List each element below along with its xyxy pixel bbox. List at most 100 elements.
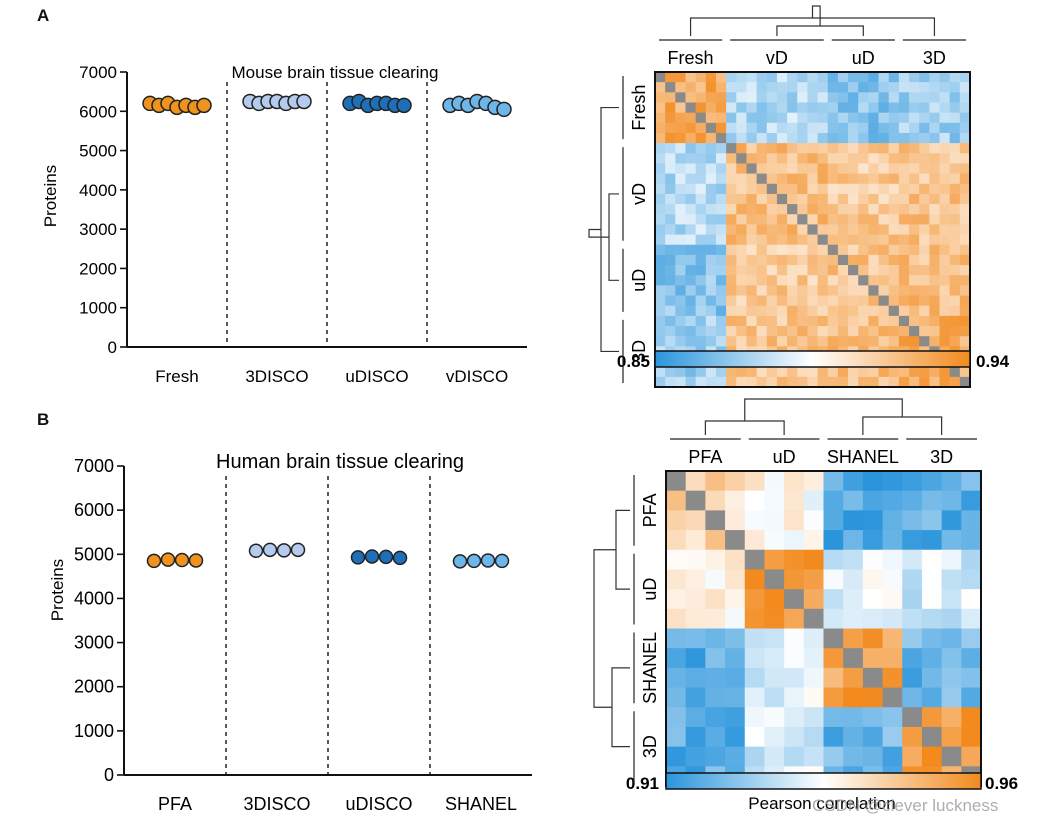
heatmap-cell bbox=[736, 153, 747, 164]
heatmap-cell bbox=[803, 490, 824, 511]
heatmap-cell bbox=[868, 326, 879, 337]
heatmap-cell bbox=[756, 183, 768, 195]
heatmap-cell bbox=[685, 132, 697, 144]
heatmap-cell bbox=[766, 102, 778, 114]
heatmap-cell bbox=[695, 224, 707, 235]
heatmap-cell bbox=[685, 667, 706, 688]
heatmap-cell bbox=[715, 82, 727, 93]
heatmap-cell bbox=[776, 143, 788, 154]
heatmap-cell bbox=[655, 326, 666, 337]
heatmap-cell bbox=[803, 687, 824, 708]
heatmap-cell bbox=[705, 173, 717, 185]
heatmap-cell bbox=[959, 315, 971, 327]
heatmap-cell bbox=[766, 336, 778, 347]
heatmap-cell bbox=[827, 285, 839, 296]
data-point bbox=[196, 97, 212, 114]
heatmap-cell bbox=[797, 315, 808, 327]
heatmap-cell bbox=[705, 366, 717, 378]
heatmap-cell bbox=[868, 112, 879, 124]
heatmap-cell bbox=[939, 224, 951, 235]
heatmap-cell bbox=[949, 92, 961, 103]
heatmap-cell bbox=[878, 254, 890, 266]
heatmap-cell bbox=[898, 315, 910, 327]
heatmap-cell bbox=[827, 326, 839, 337]
heatmap-cell bbox=[868, 265, 879, 276]
heatmap-cell bbox=[685, 726, 706, 748]
heatmap-cell bbox=[797, 285, 808, 296]
heatmap-cell bbox=[959, 224, 971, 235]
heatmap-cell bbox=[685, 112, 697, 124]
heatmap-cell bbox=[807, 112, 818, 124]
heatmap-cell bbox=[665, 254, 676, 266]
heatmap-cell bbox=[949, 234, 961, 246]
heatmap-cell bbox=[939, 234, 951, 246]
heatmap-cell bbox=[921, 707, 943, 728]
heatmap-cell bbox=[959, 214, 971, 225]
heatmap-cell bbox=[807, 265, 818, 276]
heatmap-cell bbox=[655, 143, 666, 154]
heatmap-cell bbox=[919, 326, 930, 337]
heatmap-cell bbox=[827, 275, 839, 286]
heatmap-cell bbox=[744, 471, 765, 492]
heatmap-cell bbox=[921, 589, 943, 610]
heatmap-cell bbox=[787, 193, 798, 205]
heatmap-cell bbox=[858, 305, 869, 317]
heatmap-cell bbox=[725, 608, 746, 629]
heatmap-cell bbox=[725, 549, 746, 570]
heatmap-cell bbox=[705, 490, 726, 511]
heatmap-cell bbox=[848, 132, 859, 144]
heatmap-cell bbox=[807, 173, 818, 185]
y-tick-label: 7000 bbox=[74, 456, 114, 476]
top-group-label: uD bbox=[852, 48, 875, 68]
heatmap-cell bbox=[919, 275, 930, 286]
heatmap-cell bbox=[827, 112, 839, 124]
heatmap-cell bbox=[919, 285, 930, 296]
heatmap-cell bbox=[666, 667, 687, 688]
color-scale-bar bbox=[654, 350, 971, 368]
heatmap-cell bbox=[756, 193, 768, 205]
data-point bbox=[364, 549, 380, 564]
heatmap-cell bbox=[858, 234, 869, 246]
heatmap-cell bbox=[705, 471, 726, 492]
top-dendrogram-branch bbox=[744, 398, 903, 421]
heatmap-cell bbox=[744, 746, 765, 767]
heatmap-cell bbox=[776, 183, 788, 195]
heatmap-cell bbox=[726, 173, 737, 185]
heatmap-cell bbox=[823, 726, 844, 748]
heatmap-cell bbox=[685, 530, 706, 551]
heatmap-cell bbox=[675, 285, 686, 296]
heatmap-cell bbox=[665, 315, 676, 327]
heatmap-cell bbox=[665, 295, 676, 307]
heatmap-cell bbox=[807, 376, 818, 388]
heatmap-cell bbox=[807, 214, 818, 225]
heatmap-cell bbox=[787, 305, 798, 317]
heatmap-cell bbox=[705, 510, 726, 531]
heatmap-cell bbox=[807, 254, 818, 266]
heatmap-cell bbox=[726, 143, 737, 154]
heatmap-cell bbox=[784, 667, 805, 688]
heatmap-cell bbox=[685, 143, 697, 154]
heatmap-cell bbox=[961, 471, 982, 492]
heatmap-cell bbox=[665, 285, 676, 296]
heatmap-cell bbox=[746, 254, 758, 266]
heatmap-cell bbox=[764, 608, 785, 629]
heatmap-cell bbox=[736, 72, 747, 83]
heatmap-cell bbox=[898, 122, 910, 134]
heatmap-cell bbox=[843, 746, 864, 767]
heatmap-cell bbox=[726, 92, 737, 103]
heatmap-cell bbox=[705, 275, 717, 286]
heatmap-cell bbox=[797, 122, 808, 134]
heatmap-cell bbox=[929, 132, 940, 144]
heatmap-cell bbox=[685, 224, 697, 235]
heatmap-cell bbox=[929, 72, 940, 83]
data-point bbox=[378, 549, 394, 565]
heatmap-cell bbox=[837, 143, 849, 154]
heatmap-cell bbox=[705, 687, 726, 708]
heatmap-cell bbox=[959, 82, 971, 93]
heatmap-cell bbox=[939, 112, 951, 124]
heatmap-cell bbox=[685, 102, 697, 114]
heatmap-cell bbox=[868, 163, 879, 175]
heatmap-cell bbox=[675, 265, 686, 276]
data-point bbox=[290, 542, 306, 558]
heatmap-cell bbox=[959, 234, 971, 246]
